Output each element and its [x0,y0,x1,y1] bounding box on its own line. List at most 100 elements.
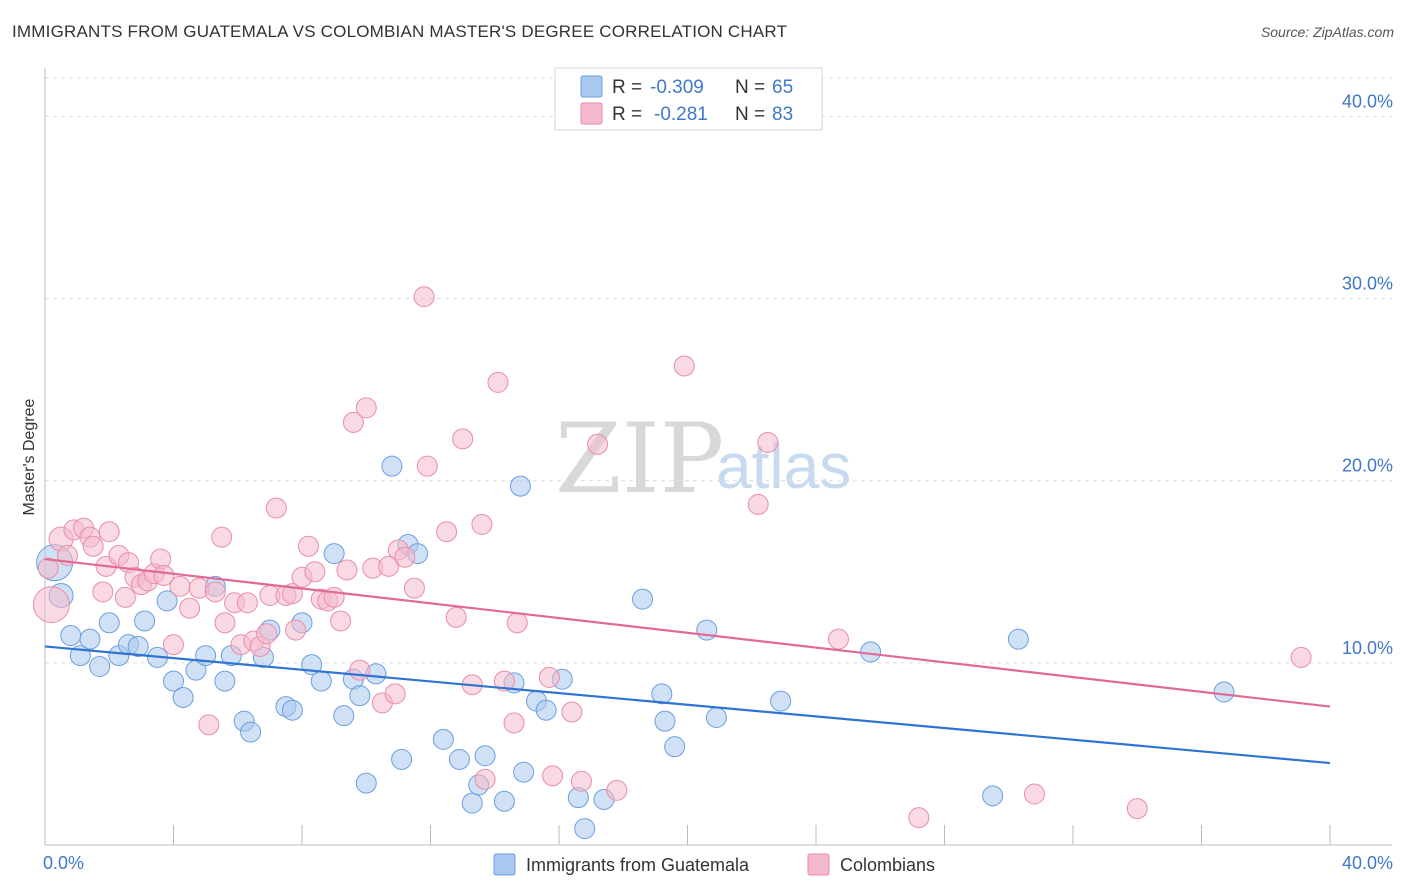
point-colombians [179,597,201,619]
watermark-zip: ZIP [555,403,724,515]
point-colombians [394,546,416,568]
x-tick-label: 0.0% [43,853,84,873]
point-colombians [336,559,358,581]
chart-title: IMMIGRANTS FROM GUATEMALA VS COLOMBIAN M… [12,22,788,41]
point-guatemala [432,728,454,750]
point-colombians [32,586,70,624]
point-colombians [214,612,236,634]
point-guatemala [98,612,120,634]
point-guatemala [513,761,535,783]
point-guatemala [214,670,236,692]
point-guatemala [461,792,483,814]
legend-box: R = -0.309 N = 65 R = -0.281 N = 83 [554,67,823,131]
point-colombians [503,712,525,734]
point-colombians [330,610,352,632]
y-axis-label: Master's Degree [21,398,38,515]
point-colombians [204,581,226,603]
point-colombians [285,619,307,641]
legend-n-label: N = [735,77,765,98]
bottom-legend: Immigrants from Guatemala Colombians [493,853,935,876]
point-colombians [673,355,695,377]
point-colombians [452,428,474,450]
point-guatemala [1213,681,1235,703]
point-colombians [413,286,435,308]
watermark-atlas: atlas [716,430,851,502]
point-guatemala [310,670,332,692]
point-colombians [297,535,319,557]
grid-lines [45,77,1392,664]
point-colombians [542,765,564,787]
point-colombians [349,659,371,681]
x-tick-labels: 0.0% 40.0% [43,853,1393,873]
point-guatemala [982,785,1004,807]
point-guatemala [651,683,673,705]
point-guatemala [632,588,654,610]
point-colombians [304,561,326,583]
point-colombians [355,397,377,419]
point-colombians [587,433,609,455]
point-colombians [570,770,592,792]
point-guatemala [381,455,403,477]
point-guatemala [448,748,470,770]
point-guatemala [705,707,727,728]
point-guatemala [355,772,377,794]
point-colombians [403,577,425,599]
point-colombians [169,575,191,597]
point-guatemala [474,745,496,767]
legend-r-label: R = [612,77,642,98]
legend-row-colombians: R = -0.281 N = 83 [580,102,793,125]
point-colombians [82,535,104,557]
point-colombians [153,564,175,586]
point-colombians [416,455,438,477]
point-colombians [474,768,496,790]
point-colombians [747,493,769,515]
point-colombians [163,634,184,656]
point-colombians [198,714,220,736]
point-guatemala [134,610,156,632]
point-guatemala [323,543,345,565]
axes [44,68,1392,846]
point-guatemala [89,656,111,677]
point-guatemala [535,699,557,721]
y-tick-label: 20.0% [1342,456,1393,476]
legend-swatch-guatemala [580,75,603,98]
point-colombians [757,431,779,453]
point-colombians [1290,646,1312,668]
legend-row-guatemala: R = -0.309 N = 65 [580,75,793,98]
trend-line-guatemala [44,645,1331,765]
legend-r-label: R = [612,104,642,125]
point-guatemala [654,710,676,732]
y-tick-label: 10.0% [1342,638,1393,658]
x-tick-label: 40.0% [1342,853,1393,873]
point-guatemala [60,625,82,647]
legend-swatch-colombians [580,102,603,125]
point-colombians [436,521,458,543]
point-guatemala [574,818,596,840]
bottom-legend-swatch-guatemala [493,853,516,876]
point-colombians [606,779,628,801]
point-guatemala [696,619,718,641]
legend-r-value: -0.281 [654,104,708,125]
point-colombians [538,666,560,688]
point-colombians [323,586,345,608]
point-guatemala [172,686,194,708]
point-colombians [378,555,400,577]
point-colombians [506,612,528,634]
point-colombians [493,670,515,692]
y-tick-label: 40.0% [1342,91,1393,111]
point-colombians [211,526,233,548]
point-colombians [98,521,120,543]
point-guatemala [349,685,371,707]
point-colombians [487,371,509,393]
point-colombians [265,497,287,519]
y-tick-labels: 10.0% 20.0% 30.0% 40.0% [1342,91,1393,657]
trend-line-colombians [44,557,1331,708]
point-colombians [384,683,406,705]
point-colombians [342,411,364,433]
scatter-points [32,286,1312,840]
point-guatemala [333,705,355,727]
trend-lines [44,557,1331,765]
point-guatemala [664,736,686,758]
legend-n-value: 65 [772,77,793,98]
